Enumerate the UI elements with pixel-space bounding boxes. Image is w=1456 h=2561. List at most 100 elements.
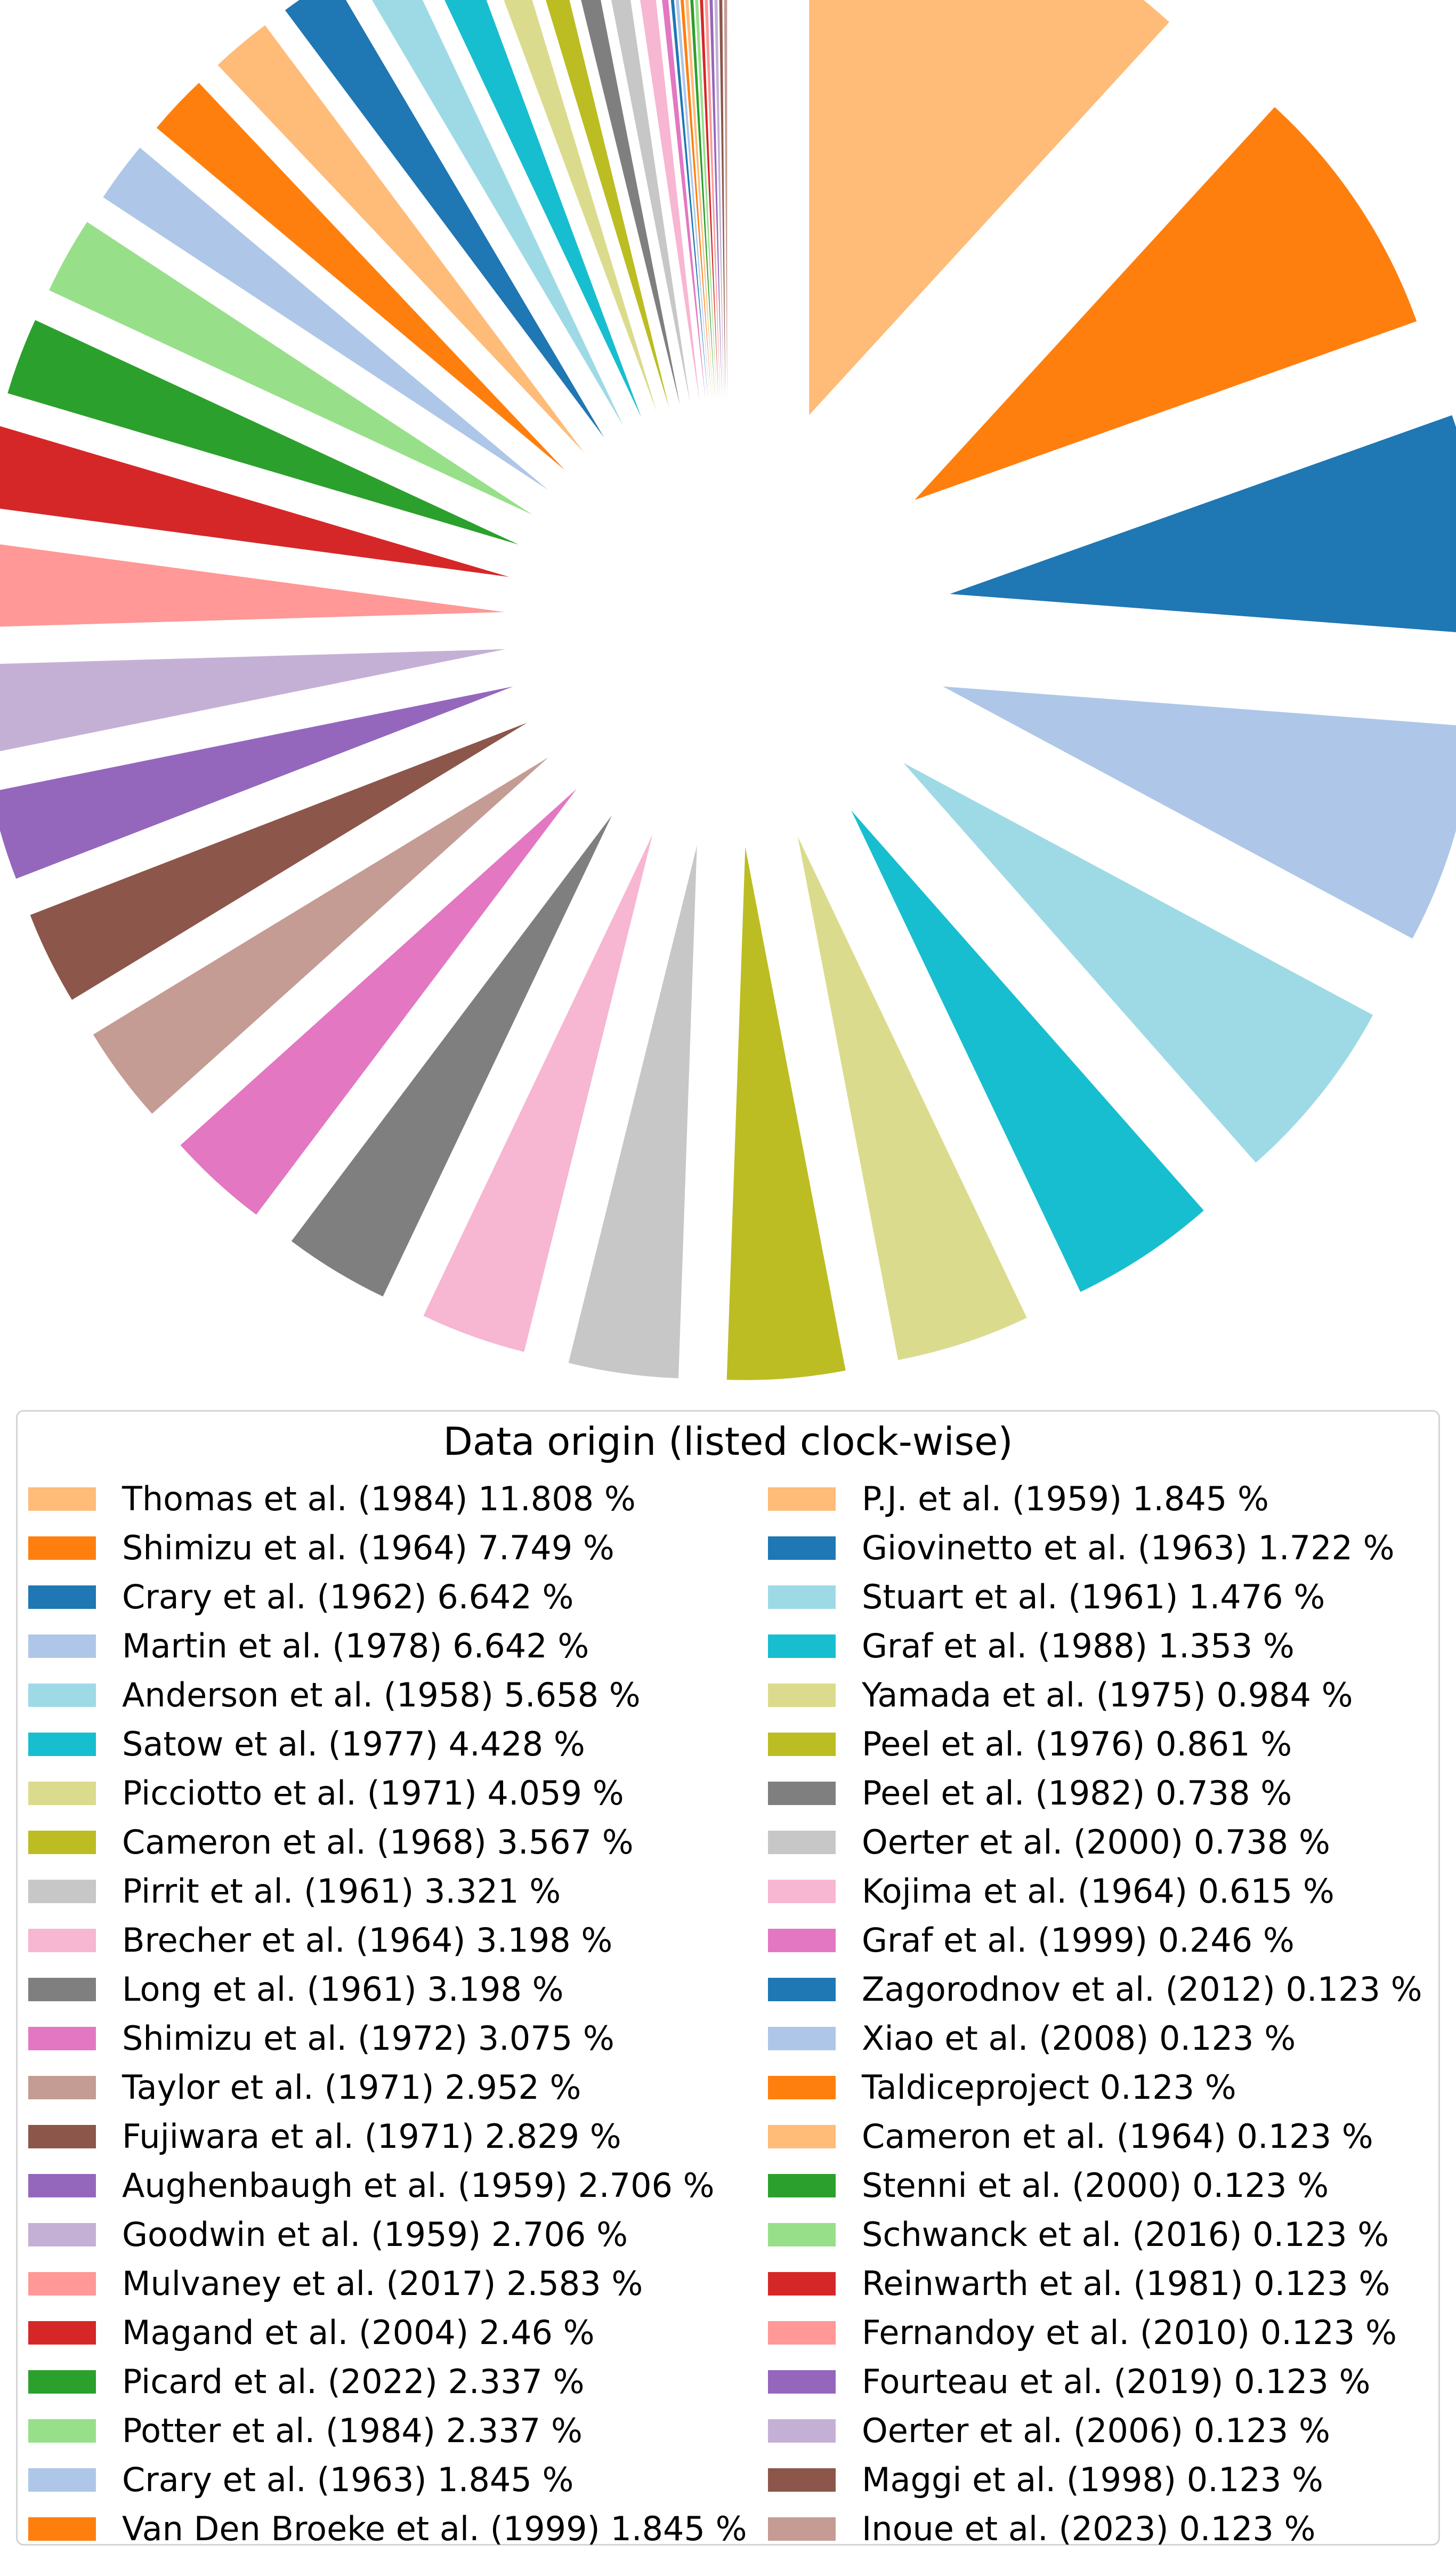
pie-slice: [291, 815, 612, 1297]
legend-swatch: [768, 1684, 836, 1707]
pie-slice: [0, 426, 509, 577]
pie-slice: [0, 649, 506, 752]
legend-swatch: [768, 1536, 836, 1560]
pie-slice: [568, 845, 697, 1379]
pie-slice: [681, 0, 712, 401]
legend-swatch: [28, 2076, 96, 2099]
pie-slice: [809, 0, 1169, 415]
legend-swatch: [28, 1585, 96, 1609]
legend-label: P.J. et al. (1959) 1.845 %: [862, 1479, 1269, 1518]
pie-slice: [705, 0, 721, 400]
legend-label: Schwanck et al. (2016) 0.123 %: [862, 2215, 1389, 2254]
legend-label: Mulvaney et al. (2017) 2.583 %: [122, 2264, 643, 2303]
legend-label: Crary et al. (1962) 6.642 %: [122, 1577, 574, 1616]
legend-swatch: [28, 1978, 96, 2001]
legend-swatch: [28, 1929, 96, 1952]
legend-swatch: [28, 1880, 96, 1903]
legend-swatch: [768, 2125, 836, 2148]
pie-slice: [724, 0, 727, 400]
legend-swatch: [28, 2027, 96, 2050]
pie-slice: [675, 0, 710, 401]
legend-swatch: [28, 2468, 96, 2492]
pie-slice: [662, 0, 706, 401]
legend-swatch: [28, 1684, 96, 1707]
pie-slice: [915, 107, 1417, 500]
legend-swatch: [28, 2517, 96, 2541]
pie-slice: [690, 0, 715, 400]
legend-label: Oerter et al. (2000) 0.738 %: [862, 1823, 1330, 1862]
legend-label: Crary et al. (1963) 1.845 %: [122, 2460, 574, 2499]
pie-slice: [719, 0, 726, 400]
legend-swatch: [28, 1733, 96, 1756]
pie-slice: [640, 0, 700, 402]
legend-label: Cameron et al. (1968) 3.567 %: [122, 1823, 634, 1862]
legend-label: Giovinetto et al. (1963) 1.722 %: [862, 1528, 1395, 1567]
legend-title: Data origin (listed clock-wise): [443, 1419, 1013, 1464]
legend-swatch: [28, 2321, 96, 2345]
legend-label: Satow et al. (1977) 4.428 %: [122, 1725, 585, 1763]
legend-swatch: [768, 2419, 836, 2443]
legend-label: Reinwarth et al. (1981) 0.123 %: [862, 2264, 1390, 2303]
legend-swatch: [768, 1487, 836, 1511]
legend-label: Taylor et al. (1971) 2.952 %: [122, 2068, 581, 2107]
legend-swatch: [28, 2370, 96, 2394]
pie-slice: [30, 722, 528, 1000]
legend-label: Picard et al. (2022) 2.337 %: [122, 2362, 585, 2401]
legend-swatch: [28, 1634, 96, 1658]
legend-label: Taldiceproject 0.123 %: [862, 2068, 1236, 2107]
pie-slice: [444, 0, 642, 417]
pie-slice: [423, 834, 653, 1352]
legend-label: Yamada et al. (1975) 0.984 %: [862, 1676, 1353, 1714]
legend-swatch: [28, 2223, 96, 2246]
legend-label: Magand et al. (2004) 2.46 %: [122, 2313, 595, 2352]
legend-swatch: [768, 2174, 836, 2197]
legend-swatch: [28, 2174, 96, 2197]
pie-slice: [726, 847, 846, 1380]
pie-slice: [581, 0, 680, 405]
legend-label: Van Den Broeke et al. (1999) 1.845 %: [122, 2509, 747, 2548]
legend-label: Brecher et al. (1964) 3.198 %: [122, 1921, 613, 1960]
pie-slice: [49, 222, 533, 515]
legend-swatch: [768, 1880, 836, 1903]
pie-slice: [180, 788, 577, 1215]
legend-label: Xiao et al. (2008) 0.123 %: [862, 2019, 1296, 2058]
legend-label: Maggi et al. (1998) 0.123 %: [862, 2460, 1323, 2499]
legend-label: Thomas et al. (1984) 11.808 %: [122, 1479, 636, 1518]
pie-slice: [695, 0, 717, 400]
legend-label: Peel et al. (1976) 0.861 %: [862, 1725, 1292, 1763]
legend-label: Cameron et al. (1964) 0.123 %: [862, 2117, 1373, 2156]
pie-slice: [0, 686, 513, 879]
pie-slice: [950, 415, 1456, 632]
legend-swatch: [768, 2076, 836, 2099]
pie-slice: [709, 0, 722, 400]
legend-label: Peel et al. (1982) 0.738 %: [862, 1774, 1292, 1813]
legend-swatch: [768, 1978, 836, 2001]
legend-swatch: [28, 1782, 96, 1805]
legend-label: Stenni et al. (2000) 0.123 %: [862, 2166, 1329, 2205]
legend-swatch: [768, 1585, 836, 1609]
pie-slice: [371, 0, 624, 426]
legend-swatch: [768, 2272, 836, 2296]
legend-label: Shimizu et al. (1972) 3.075 %: [122, 2019, 614, 2058]
legend-label: Fourteau et al. (2019) 0.123 %: [862, 2362, 1371, 2401]
pie-slice: [685, 0, 714, 400]
pie-slice: [943, 686, 1456, 939]
legend-label: Stuart et al. (1961) 1.476 %: [862, 1577, 1325, 1616]
legend-label: Fujiwara et al. (1971) 2.829 %: [122, 2117, 621, 2156]
legend-swatch: [28, 2125, 96, 2148]
pie-slice: [103, 148, 548, 490]
legend-swatch: [768, 1634, 836, 1658]
legend-swatch: [768, 1831, 836, 1854]
pie-slice: [156, 83, 565, 471]
legend-label: Inoue et al. (2023) 0.123 %: [862, 2509, 1316, 2548]
pie-slice: [851, 810, 1204, 1292]
pie-slice: [217, 25, 584, 453]
legend-label: Graf et al. (1999) 0.246 %: [862, 1921, 1295, 1960]
legend-label: Zagorodnov et al. (2012) 0.123 %: [862, 1970, 1422, 2009]
pie-slice: [797, 836, 1027, 1360]
legend-label: Anderson et al. (1958) 5.658 %: [122, 1676, 641, 1714]
legend-label: Pirrit et al. (1961) 3.321 %: [122, 1872, 561, 1911]
legend-swatch: [28, 1536, 96, 1560]
legend-label: Fernandoy et al. (2010) 0.123 %: [862, 2313, 1397, 2352]
legend-label: Kojima et al. (1964) 0.615 %: [862, 1872, 1334, 1911]
